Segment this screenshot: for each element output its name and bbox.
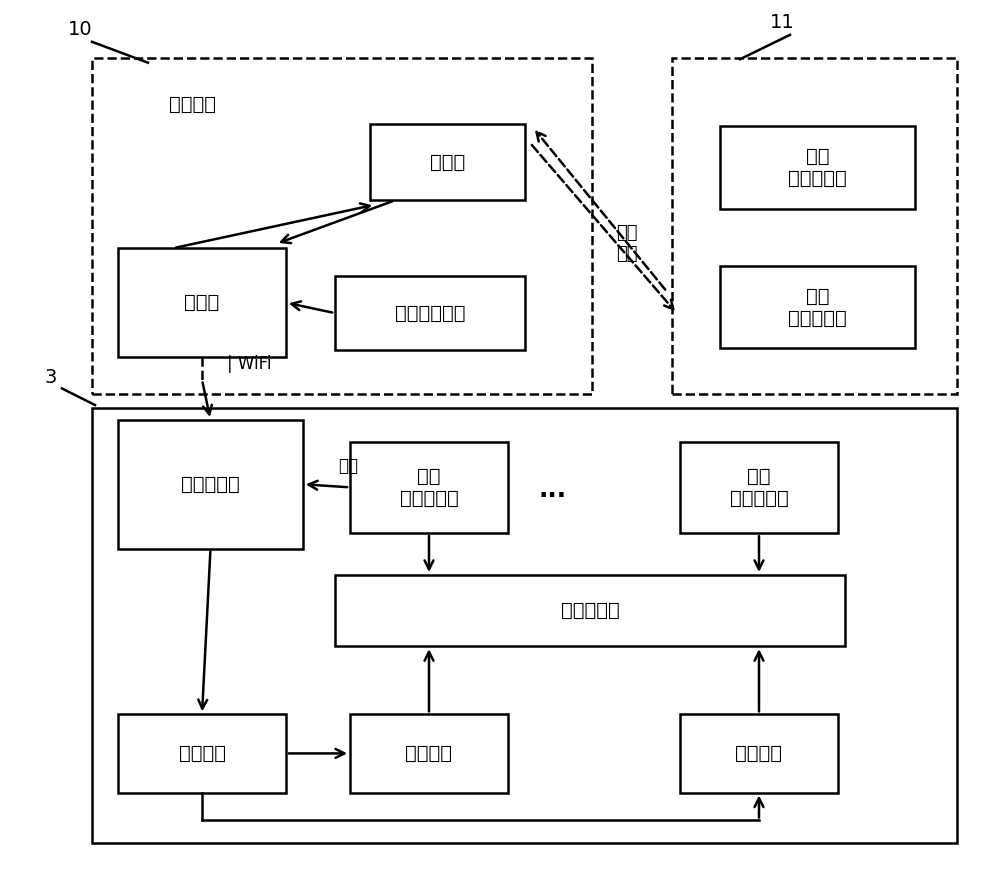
- FancyBboxPatch shape: [118, 420, 303, 549]
- Text: 智能
温度传感器: 智能 温度传感器: [400, 467, 458, 508]
- FancyBboxPatch shape: [720, 126, 915, 209]
- FancyBboxPatch shape: [350, 714, 508, 793]
- Text: 10: 10: [68, 20, 93, 39]
- Text: 3: 3: [45, 368, 57, 388]
- FancyBboxPatch shape: [92, 408, 957, 843]
- Text: 中控单片机: 中控单片机: [181, 475, 240, 494]
- Text: 网络
连接: 网络 连接: [616, 225, 638, 263]
- Text: 网络穿透模块: 网络穿透模块: [395, 304, 465, 322]
- Text: 路由器: 路由器: [184, 294, 220, 312]
- Text: 微流控芯片: 微流控芯片: [561, 601, 619, 620]
- FancyBboxPatch shape: [118, 248, 286, 357]
- Text: 电脑
（浏览器）: 电脑 （浏览器）: [788, 287, 847, 327]
- FancyBboxPatch shape: [92, 58, 592, 394]
- FancyBboxPatch shape: [720, 266, 915, 348]
- FancyBboxPatch shape: [672, 58, 957, 394]
- Text: 智能
温度传感器: 智能 温度传感器: [730, 467, 788, 508]
- FancyBboxPatch shape: [350, 442, 508, 533]
- FancyBboxPatch shape: [118, 714, 286, 793]
- Text: 网络连接: 网络连接: [168, 95, 216, 114]
- Text: 输入: 输入: [338, 457, 358, 475]
- FancyBboxPatch shape: [680, 714, 838, 793]
- Text: | WiFi: | WiFi: [227, 354, 272, 373]
- Text: ...: ...: [539, 477, 567, 502]
- FancyBboxPatch shape: [370, 124, 525, 200]
- FancyBboxPatch shape: [335, 276, 525, 350]
- FancyBboxPatch shape: [680, 442, 838, 533]
- Text: 加热装置: 加热装置: [406, 744, 452, 763]
- Text: 手机
（浏览器）: 手机 （浏览器）: [788, 147, 847, 188]
- Text: 11: 11: [770, 13, 795, 32]
- Text: 制冷装置: 制冷装置: [736, 744, 782, 763]
- Text: 功放电路: 功放电路: [178, 744, 226, 763]
- FancyBboxPatch shape: [335, 575, 845, 646]
- Text: 广域网: 广域网: [430, 152, 465, 172]
